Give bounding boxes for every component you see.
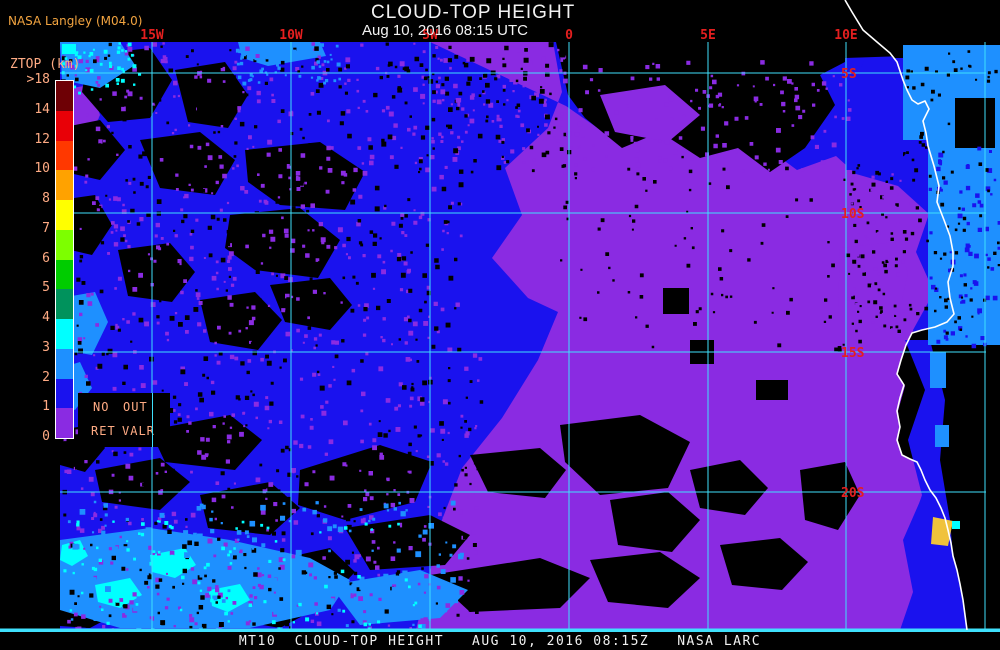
legend-out-label: OUT — [123, 400, 148, 414]
colorbar-tick-label-4: 4 — [42, 310, 50, 325]
colorbar-segment-1 — [56, 110, 73, 141]
map-region-black-left-2 — [118, 243, 195, 302]
map-rect-black-square-1 — [663, 288, 689, 314]
map-region-black-bc-5 — [345, 515, 470, 570]
speckle-layer-14 — [846, 170, 907, 333]
map-region-black-bc-3 — [470, 448, 566, 498]
map-region-blue-coastal-strip — [905, 340, 955, 630]
map-region-black-bc-4 — [298, 445, 432, 520]
colorbar-tick-label-6: 6 — [42, 250, 50, 266]
colorbar-segment-5 — [56, 229, 73, 260]
map-region-black-bc-8 — [690, 460, 768, 515]
legend-no-label: NO — [93, 400, 110, 414]
map-rect-cyan-topleft-dot — [62, 44, 76, 54]
colorbar-segment-7 — [56, 289, 73, 319]
colorbar-tick-label-2: 2 — [42, 369, 50, 385]
colorbar-tick-label-10: 10 — [34, 161, 50, 177]
cloud-map: 15W 10W 5W 0 5E 10E 5S 10S 15S 20S — [0, 0, 1000, 630]
colorbar-tick-label-gt18: >18 — [26, 72, 50, 87]
colorbar-segment-10 — [56, 378, 73, 409]
lon-label-5W: 5W — [422, 28, 438, 43]
colorbar-segment-8 — [56, 319, 73, 349]
colorbar-tick-label-1: 1 — [42, 399, 50, 415]
lon-label-0: 0 — [565, 28, 573, 43]
lat-label-15S: 15S — [841, 346, 865, 361]
map-region-black-top-left-3 — [60, 120, 125, 180]
lat-label-5S: 5S — [841, 67, 857, 82]
timestamp: Aug 10, 2016 08:15 UTC — [362, 22, 528, 39]
colorbar-segment-4 — [56, 200, 73, 230]
colorbar-tick-label-14: 14 — [34, 101, 50, 117]
lon-label-5E: 5E — [700, 28, 716, 43]
map-region-black-bc-2 — [610, 492, 700, 552]
speckle-layer-4 — [67, 500, 464, 630]
map-region-dodger-topleft — [60, 42, 135, 88]
speckle-layer-8 — [563, 60, 852, 175]
speckle-layer-2 — [63, 340, 483, 630]
map-region-black-bc-11 — [800, 462, 860, 530]
map-region-gold-cloud-marker — [931, 517, 953, 546]
speckle-layer-13 — [61, 42, 142, 95]
map-region-black-bc-9 — [720, 538, 808, 590]
map-rect-dodger-tr-2 — [928, 140, 1000, 345]
map-rect-dodger-coast-2 — [935, 425, 949, 447]
colorbar-tick-label-0: 0 — [42, 429, 50, 444]
colorbar — [55, 80, 74, 439]
colorbar-tick-label-8: 8 — [42, 191, 50, 206]
lat-label-20S: 20S — [841, 486, 865, 501]
colorbar-tick-label-3: 3 — [42, 339, 50, 355]
colorbar-title: ZTOP (km) — [10, 57, 81, 72]
map-region-black-mid-2 — [225, 208, 340, 278]
colorbar-tick-label-5: 5 — [42, 280, 50, 296]
map-region-purple-in-topcenter — [600, 85, 700, 142]
legend-ret-label: RET — [91, 424, 116, 438]
map-region-black-bc-7 — [590, 552, 700, 608]
map-region-black-bc-1 — [560, 415, 690, 495]
coastline — [844, 0, 968, 630]
speckle-layer-6 — [431, 43, 573, 164]
map-region-cyan-bl-4 — [210, 584, 250, 612]
map-region-cyan-bl-1 — [60, 540, 88, 566]
map-region-black-bc-6 — [430, 558, 590, 612]
page-title: CLOUD-TOP HEIGHT — [371, 2, 576, 23]
map-region-black-bl-1 — [150, 415, 262, 470]
lat-label-10S: 10S — [841, 207, 865, 222]
colorbar-segment-6 — [56, 259, 73, 290]
footer-text: MT10 CLOUD-TOP HEIGHT AUG 10, 2016 08:15… — [238, 634, 762, 649]
grid-line-over-legend — [152, 393, 153, 447]
map-region-purple-right — [838, 242, 908, 340]
legend-valr-label: VALR — [122, 424, 155, 438]
colorbar-segment-9 — [56, 348, 73, 379]
map-region-black-left-3 — [200, 292, 282, 350]
colorbar-segment-0 — [56, 81, 73, 111]
map-region-black-top-left-2 — [175, 62, 248, 128]
map-region-dodger-topstrip — [238, 42, 326, 66]
colorbar-tick-label-12: 12 — [34, 131, 50, 147]
lon-label-10E: 10E — [834, 28, 857, 43]
map-region-blue-over-coast-top — [846, 58, 903, 170]
map-rect-black-square-3 — [756, 380, 788, 400]
colorbar-segment-2 — [56, 140, 73, 171]
lon-label-15W: 15W — [140, 28, 164, 43]
map-region-black-mid-1 — [245, 142, 365, 210]
colorbar-segment-11 — [56, 408, 73, 438]
colorbar-tick-label-7: 7 — [42, 220, 50, 236]
credit-label: NASA Langley (M04.0) — [8, 14, 143, 28]
footer-status-bar: MT10 CLOUD-TOP HEIGHT AUG 10, 2016 08:15… — [0, 630, 1000, 650]
colorbar-segment-3 — [56, 170, 73, 200]
map-rect-dodger-coast-1 — [930, 352, 946, 388]
lon-label-10W: 10W — [279, 28, 303, 43]
map-rect-cyan-coast-dot — [952, 521, 960, 529]
legend-box: NO OUT RET VALR — [78, 393, 170, 447]
